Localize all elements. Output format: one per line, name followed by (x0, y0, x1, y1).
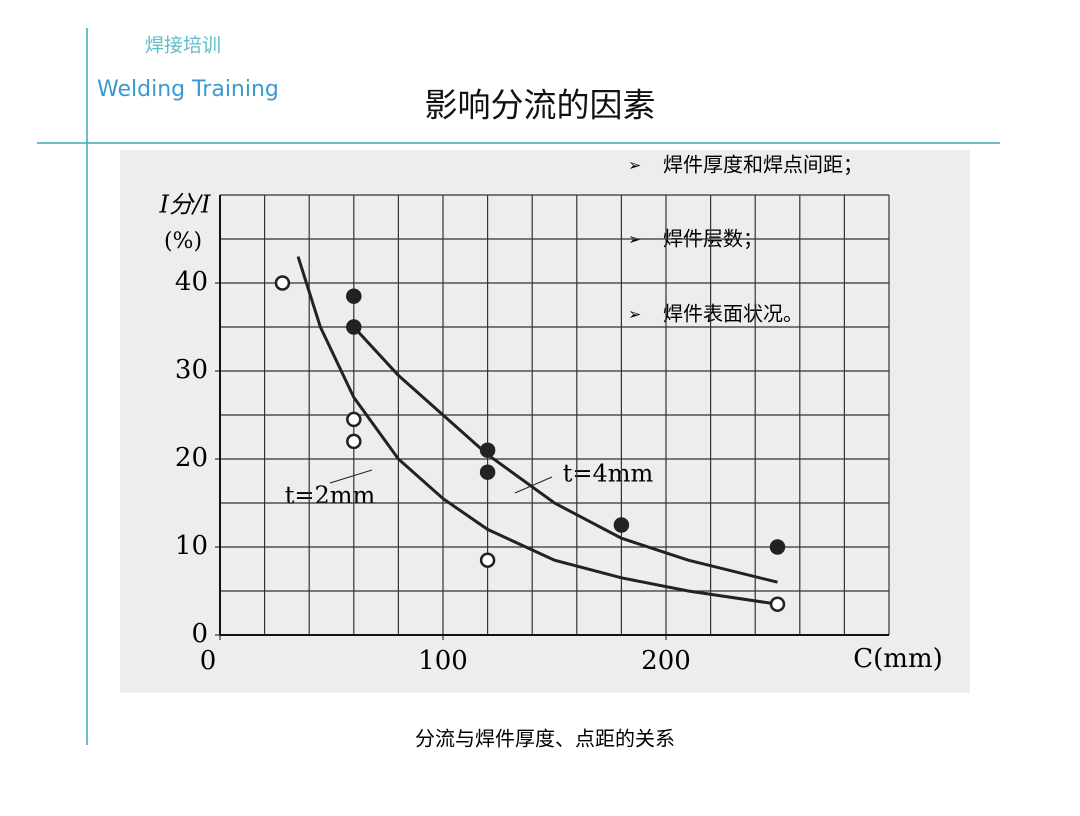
curve-label: t=4mm (563, 460, 654, 488)
curve-label: t=2mm (285, 482, 376, 510)
caption: 分流与焊件厚度、点距的关系 (415, 727, 675, 751)
data-point (769, 539, 786, 555)
annotation-leader (514, 476, 553, 494)
chart-background (120, 150, 970, 693)
y-tick-label: 20 (175, 443, 208, 473)
data-point (274, 275, 291, 291)
bullet: 焊件厚度和焊点间距； (663, 153, 863, 177)
data-point (479, 442, 496, 458)
data-point (346, 288, 362, 304)
y-tick-label: 40 (175, 267, 208, 297)
header-cn: 焊接培训 (145, 35, 221, 57)
fit-curve (296, 256, 778, 606)
y-axis-label: I分/I (158, 191, 211, 219)
fit-curve (352, 325, 778, 584)
x-axis-label: C(mm) (853, 644, 943, 674)
bullet-marker: ➢ (628, 156, 641, 175)
bullet-marker: ➢ (628, 305, 641, 324)
bullet-list: ➢ 焊件厚度和焊点间距； ➢ 焊件层数； ➢ 焊件表面状况。 (628, 153, 863, 326)
y-axis-unit: (%) (164, 229, 202, 254)
data-point (769, 596, 786, 612)
x-tick-label: 200 (641, 646, 691, 676)
x-tick-label: 0 (200, 646, 217, 676)
data-point (346, 319, 362, 335)
y-tick-label: 0 (191, 619, 208, 649)
data-point (346, 411, 362, 428)
header-en: Welding Training (97, 77, 279, 102)
data-point (613, 517, 630, 533)
data-point (346, 433, 362, 450)
data-point (479, 464, 496, 480)
y-tick-label: 10 (175, 531, 208, 561)
slide-title: 影响分流的因素 (425, 86, 656, 125)
x-tick-label: 100 (418, 646, 468, 676)
annotation-leader (329, 469, 373, 484)
data-point (479, 552, 496, 568)
bullet: 焊件表面状况。 (663, 302, 803, 326)
y-tick-label: 30 (175, 355, 208, 385)
